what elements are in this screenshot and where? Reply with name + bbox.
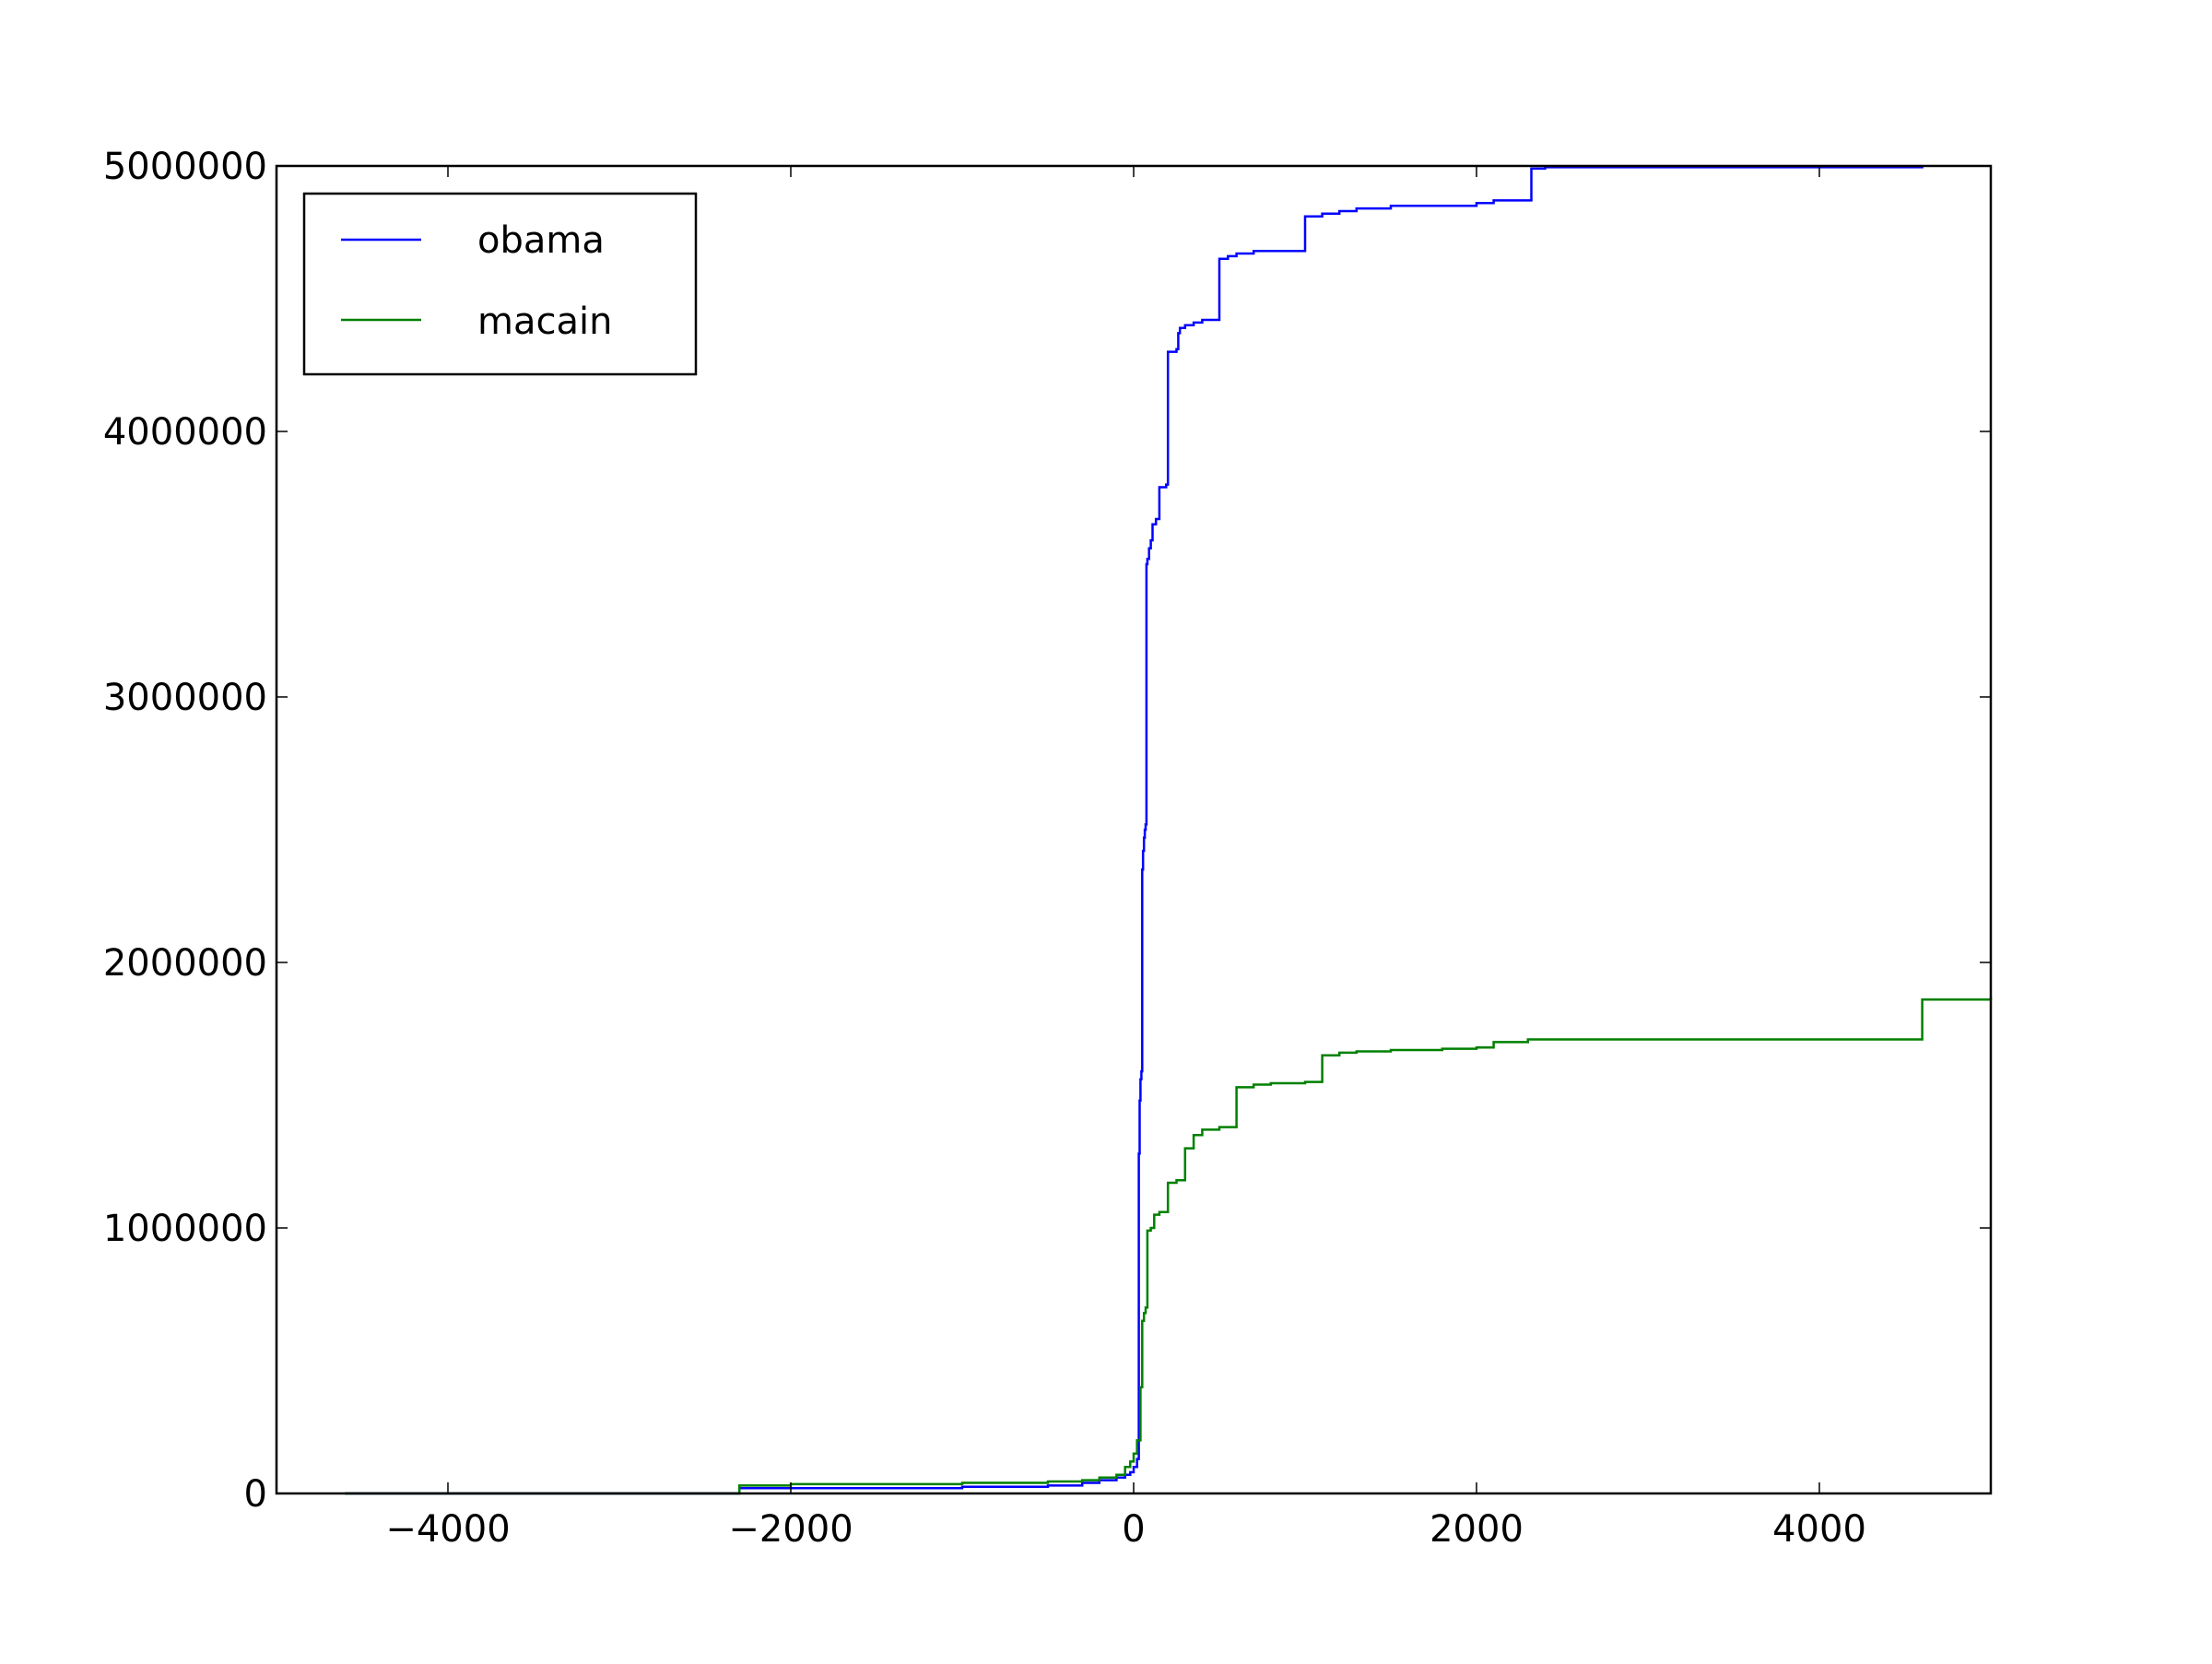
plot-frame xyxy=(275,164,1993,1495)
x-tick-label: 4000 xyxy=(1772,1508,1866,1551)
y-tick-label: 4000000 xyxy=(103,411,267,454)
y-tick-label: 2000000 xyxy=(103,942,267,985)
tick-layer: −4000 −2000 0 2000 4000 0 1000000 2000000 300000… xyxy=(103,146,1991,1551)
y-tick-label: 0 xyxy=(244,1473,267,1516)
y-tick-label: 3000000 xyxy=(103,677,267,719)
x-tick-label: −2000 xyxy=(728,1508,853,1551)
series-layer xyxy=(345,166,1993,1495)
x-tick-label: 2000 xyxy=(1430,1508,1524,1551)
legend: obama macain xyxy=(302,192,698,376)
series-line-macain xyxy=(345,997,1993,1495)
x-tick-label: 0 xyxy=(1122,1508,1145,1551)
series-line-obama xyxy=(345,166,1924,1495)
y-tick-label: 5000000 xyxy=(103,146,267,188)
x-tick-label: −4000 xyxy=(385,1508,510,1551)
legend-label-obama: obama xyxy=(477,219,605,262)
legend-label-macain: macain xyxy=(477,301,612,343)
legend-box xyxy=(302,192,698,376)
plot-background xyxy=(276,166,1991,1493)
y-tick-label: 1000000 xyxy=(103,1208,267,1250)
